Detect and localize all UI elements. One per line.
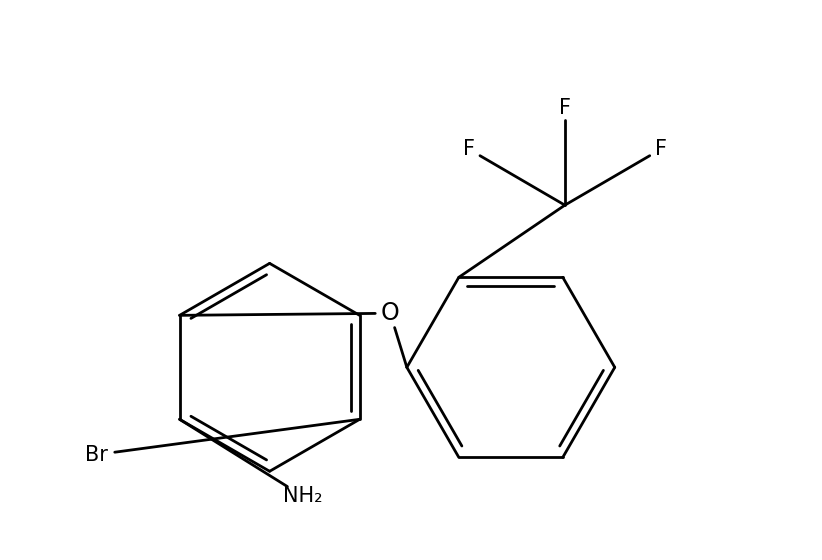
Text: F: F (654, 139, 667, 160)
Text: F: F (464, 139, 475, 160)
Text: Br: Br (85, 445, 108, 465)
Text: F: F (559, 98, 570, 118)
Text: NH₂: NH₂ (283, 486, 323, 506)
Text: O: O (381, 301, 399, 325)
